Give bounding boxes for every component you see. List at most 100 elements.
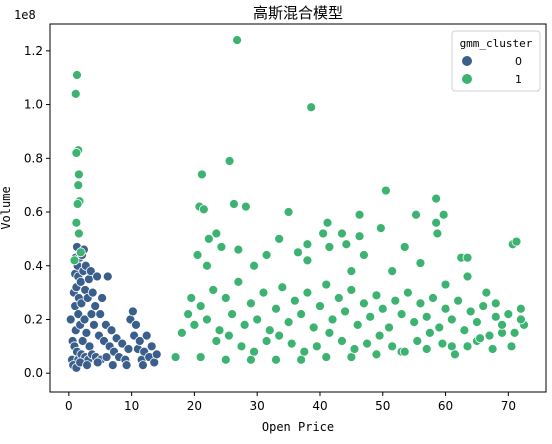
data-point-cluster-1: [459, 325, 470, 336]
data-point-cluster-1: [352, 319, 363, 330]
data-point-cluster-1: [371, 290, 382, 301]
data-point-cluster-1: [233, 244, 244, 255]
data-point-cluster-1: [229, 199, 239, 209]
x-tick-label: 50: [375, 399, 390, 413]
data-point-cluster-1: [277, 282, 288, 293]
data-point-cluster-1: [446, 341, 457, 352]
y-tick-label: 0.8: [24, 151, 43, 165]
data-point-cluster-0: [101, 352, 112, 362]
data-point-cluster-1: [246, 298, 256, 309]
data-point-cluster-0: [84, 274, 94, 285]
data-point-cluster-0: [106, 325, 117, 336]
data-point-cluster-1: [490, 298, 501, 309]
y-tick-label: 0.0: [24, 366, 43, 380]
data-point-cluster-1: [340, 306, 350, 317]
data-point-cluster-0: [77, 336, 88, 346]
data-point-cluster-1: [506, 341, 517, 352]
chart-title: 高斯混合模型: [253, 4, 343, 22]
data-point-cluster-1: [478, 301, 489, 311]
data-point-cluster-0: [141, 330, 152, 341]
data-point-cluster-1: [490, 311, 501, 322]
data-point-cluster-0: [149, 357, 160, 368]
data-point-cluster-1: [374, 330, 385, 341]
data-point-cluster-1: [261, 250, 272, 260]
data-point-cluster-0: [65, 314, 76, 325]
data-point-cluster-0: [95, 309, 106, 320]
data-point-cluster-1: [324, 328, 335, 338]
data-point-cluster-1: [497, 319, 507, 330]
data-point-cluster-1: [71, 148, 82, 158]
legend-label-1: 1: [515, 73, 522, 86]
data-point-cluster-1: [481, 287, 492, 298]
data-point-cluster-1: [484, 330, 495, 341]
data-point-cluster-1: [261, 336, 272, 346]
data-point-cluster-0: [146, 341, 157, 352]
data-point-cluster-0: [151, 349, 162, 360]
data-point-cluster-0: [81, 328, 92, 338]
data-point-cluster-1: [75, 247, 86, 258]
data-point-cluster-1: [69, 255, 80, 266]
data-point-cluster-0: [73, 309, 84, 320]
x-axis: 0 10 20 30 40 50 60 70: [65, 392, 516, 413]
data-point-cluster-1: [318, 228, 329, 239]
data-point-cluster-1: [431, 193, 442, 204]
data-point-cluster-1: [72, 70, 82, 80]
legend-title: gmm_cluster: [460, 37, 533, 50]
data-point-cluster-0: [138, 360, 148, 371]
data-point-cluster-1: [424, 328, 435, 338]
data-point-cluster-1: [462, 271, 473, 282]
data-point-cluster-0: [75, 276, 86, 287]
data-point-cluster-1: [186, 293, 197, 303]
data-point-cluster-1: [183, 309, 194, 320]
data-point-cluster-1: [440, 303, 451, 314]
data-point-cluster-1: [73, 180, 84, 191]
data-point-cluster-1: [71, 217, 82, 228]
data-point-cluster-1: [390, 295, 401, 306]
data-point-cluster-0: [92, 357, 103, 368]
data-point-cluster-0: [86, 309, 97, 320]
data-point-cluster-1: [322, 217, 333, 228]
data-point-cluster-0: [87, 287, 98, 298]
plot-frame: [49, 23, 547, 393]
data-point-cluster-1: [189, 319, 200, 330]
data-point-cluster-1: [375, 223, 386, 234]
data-point-cluster-1: [73, 228, 84, 239]
data-point-cluster-1: [311, 341, 322, 352]
data-point-cluster-1: [365, 311, 376, 322]
data-point-cluster-1: [224, 330, 234, 341]
data-point-cluster-1: [354, 209, 365, 220]
data-point-cluster-1: [271, 354, 281, 365]
data-point-cluster-1: [283, 317, 294, 328]
x-tick-label: 40: [312, 399, 327, 413]
data-point-cluster-1: [211, 336, 222, 346]
data-point-cluster-1: [216, 242, 227, 252]
y-tick-label: 0.2: [24, 312, 43, 326]
data-point-cluster-0: [102, 271, 113, 282]
data-point-cluster-1: [346, 266, 357, 277]
data-point-cluster-1: [302, 255, 313, 266]
data-point-cluster-1: [472, 317, 482, 328]
y-tick-label: 0.6: [24, 205, 43, 219]
data-point-cluster-1: [421, 311, 432, 322]
data-point-cluster-1: [246, 354, 256, 365]
data-point-cluster-1: [315, 301, 325, 311]
legend-label-0: 0: [515, 55, 522, 68]
data-point-cluster-0: [131, 319, 141, 330]
data-point-cluster-1: [371, 349, 382, 360]
data-point-cluster-1: [428, 293, 438, 303]
data-point-cluster-1: [274, 233, 285, 244]
data-point-cluster-1: [302, 287, 313, 298]
data-point-cluster-0: [84, 341, 95, 352]
data-point-cluster-1: [399, 242, 410, 252]
data-point-cluster-1: [431, 217, 442, 228]
data-point-cluster-0: [121, 360, 132, 371]
data-point-cluster-1: [296, 309, 307, 320]
data-point-cluster-1: [450, 349, 460, 360]
y-tick-label: 0.4: [24, 259, 43, 273]
data-point-cluster-1: [258, 287, 269, 298]
x-tick-label: 20: [187, 399, 202, 413]
data-point-cluster-0: [134, 336, 145, 346]
data-point-cluster-1: [453, 295, 464, 306]
data-point-cluster-1: [349, 344, 360, 354]
